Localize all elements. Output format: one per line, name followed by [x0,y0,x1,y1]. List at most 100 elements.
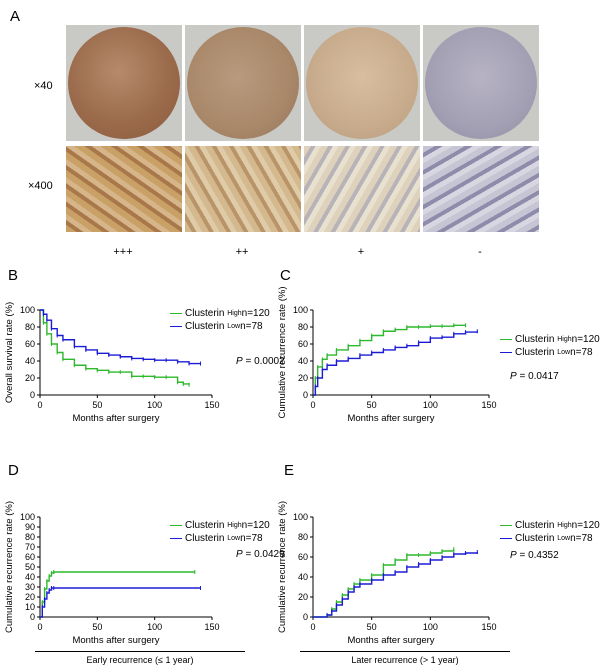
y-tick-label: 20 [298,592,308,602]
legend-text: Clusterin [515,533,558,544]
y-tick-label: 100 [20,512,35,522]
micrograph-moderate [185,146,301,232]
y-tick-label: 100 [293,305,308,315]
chart-b-y-axis-label: Overall survival rate (%) [4,302,15,403]
y-tick-label: 10 [25,602,35,612]
x-tick-label: 50 [367,400,377,410]
magnification-label-400x: ×400 [28,180,53,192]
chart-c-x-axis-label: Months after surgery [347,413,434,424]
legend-text: Clusterin [515,347,558,358]
y-tick-label: 0 [303,612,308,622]
legend-superscript: High [227,310,242,317]
later-recurrence-label: Later recurrence (> 1 year) [351,655,459,665]
x-tick-label: 50 [92,622,102,632]
tma-core-image-strong [68,27,180,139]
legend-swatch [500,538,512,539]
legend-count: n=120 [571,334,600,345]
grade-label-negative: - [478,246,482,258]
legend-count: n=120 [241,308,270,319]
x-tick-label: 150 [481,622,496,632]
y-tick-label: 80 [298,532,308,542]
y-tick-label: 80 [298,322,308,332]
legend-item-high: Clusterin High n=120 [500,519,600,532]
legend-superscript: Low [557,535,571,542]
chart-d-y-axis-label: Cumulative recurrence rate (%) [4,501,15,633]
chart-e-x-axis-label: Months after surgery [347,635,434,646]
legend-count: n=78 [240,533,263,544]
y-tick-label: 20 [25,373,35,383]
later-recurrence-bracket [300,651,510,652]
x-tick-label: 100 [147,622,162,632]
x-tick-label: 150 [481,400,496,410]
legend-count: n=120 [241,520,270,531]
x-tick-label: 0 [37,622,42,632]
chart-c-y-axis-label: Cumulative recurrence rate (%) [277,287,288,419]
y-tick-label: 40 [25,572,35,582]
panel-a-letter: A [10,8,21,25]
magnification-label-40x: ×40 [34,80,53,92]
y-tick-label: 30 [25,582,35,592]
x-tick-label: 0 [310,400,315,410]
legend-item-high: Clusterin High n=120 [170,519,270,532]
x-tick-label: 100 [423,400,438,410]
legend-swatch [500,339,512,340]
y-tick-label: 50 [25,562,35,572]
legend-swatch [170,538,182,539]
chart-b-x-axis-label: Months after surgery [72,413,159,424]
early-recurrence-label: Early recurrence (≤ 1 year) [86,655,194,665]
x-tick-label: 0 [37,400,42,410]
y-tick-label: 100 [20,305,35,315]
chart-e-legend: Clusterin High n=120 Clusterin Low n=78 [500,519,600,545]
y-tick-label: 40 [298,572,308,582]
chart-b-p-value: P = 0.0002 [236,356,285,367]
legend-superscript: Low [227,323,241,330]
legend-count: n=78 [570,533,593,544]
grade-label-moderate: ++ [235,246,249,258]
legend-count: n=120 [571,520,600,531]
legend-swatch [170,313,182,314]
y-tick-label: 80 [25,322,35,332]
chart-d-p-value: P = 0.0429 [236,549,285,560]
chart-d-legend: Clusterin High n=120 Clusterin Low n=78 [170,519,270,545]
x-tick-label: 100 [147,400,162,410]
chart-c-p-value: P = 0.0417 [510,371,559,382]
panel-e-letter: E [284,462,295,479]
legend-item-low: Clusterin Low n=78 [500,532,600,545]
x-tick-label: 0 [310,622,315,632]
chart-e-series-high-curve [313,549,455,618]
y-tick-label: 20 [298,373,308,383]
micrograph-strong [66,146,182,232]
y-tick-label: 80 [25,532,35,542]
y-tick-label: 90 [25,522,35,532]
x-tick-label: 150 [204,400,219,410]
y-tick-label: 60 [25,552,35,562]
chart-d-series-high-curve [40,571,195,618]
chart-b-legend: Clusterin High n=120 Clusterin Low n=78 [170,307,270,333]
early-recurrence-bracket [35,651,245,652]
legend-swatch [170,326,182,327]
y-tick-label: 60 [298,552,308,562]
legend-text: Clusterin [185,308,228,319]
y-tick-label: 60 [298,339,308,349]
y-tick-label: 100 [293,512,308,522]
chart-c-cumulative-recurrence: 0 20 40 60 80 100 0 50 100 150 Months after surger… [277,287,497,425]
legend-item-low: Clusterin Low n=78 [170,532,270,545]
chart-d-x-axis-label: Months after surgery [72,635,159,646]
legend-text: Clusterin [515,520,558,531]
legend-swatch [170,525,182,526]
x-tick-label: 50 [92,400,102,410]
legend-item-low: Clusterin Low n=78 [170,320,270,333]
legend-superscript: Low [557,349,571,356]
legend-swatch [500,525,512,526]
grade-label-strong: +++ [113,246,133,258]
chart-b-overall-survival: 0 20 40 60 80 100 0 50 100 150 Months after surger… [4,302,220,424]
y-tick-label: 60 [25,339,35,349]
legend-superscript: High [557,522,572,529]
chart-c-legend: Clusterin High n=120 Clusterin Low n=78 [500,333,600,359]
micrograph-weak [304,146,420,232]
x-tick-label: 50 [367,622,377,632]
panel-c-letter: C [280,267,291,284]
y-tick-label: 40 [298,356,308,366]
y-tick-label: 40 [25,356,35,366]
